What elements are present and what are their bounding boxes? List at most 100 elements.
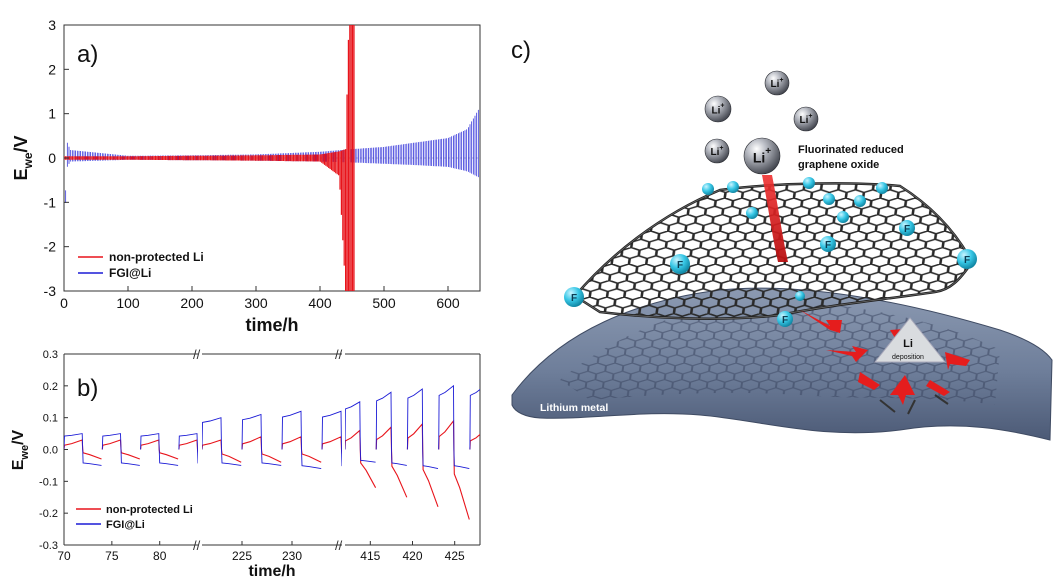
panel-b-break-top-1: //: [193, 347, 201, 362]
lithium-sheet-imprint: [560, 300, 1000, 405]
deposition-dark-arrows: [879, 394, 949, 415]
panel-b-series: [64, 384, 480, 520]
panel-a-ylabel-sub: we: [21, 152, 35, 169]
panel-b-series-fgi-seg1: [64, 433, 198, 466]
panel-a-ylabel-unit: /V: [11, 135, 31, 152]
lithium-ion: [704, 138, 730, 164]
fluorine-atom: [823, 193, 835, 205]
legend-label-fgi: FGI@Li: [109, 266, 151, 280]
deposition-label-line1: Li: [903, 338, 913, 350]
fluorine-atom: [876, 182, 888, 194]
panel-b-ylabel-main: E: [10, 459, 27, 470]
fluorine-atom: [702, 183, 714, 195]
panel-b-yticks: 0.3 0.2 0.1 0.0 -0.1 -0.2 -0.3: [39, 349, 68, 552]
fluorine-atom: [777, 311, 793, 327]
panel-a-xtick-label: 0: [60, 295, 68, 311]
deposition-label-line2: deposition: [892, 354, 924, 361]
fluorine-atom: [727, 181, 739, 193]
deposition-arrow-6: [926, 380, 950, 396]
panel-a-series: [64, 25, 479, 291]
fluorine-atom: [803, 177, 815, 189]
panel-a-xtick-label: 400: [308, 295, 332, 311]
panel-c-label: c): [511, 37, 531, 64]
panel-b-ytick-label: 0.2: [43, 381, 58, 393]
fluorine-atom: [564, 287, 584, 307]
li-deposit-pyramid: [873, 317, 947, 363]
fluorine-atom: [795, 291, 805, 301]
deposition-arrows: Li deposition: [800, 310, 970, 415]
panel-a-xticks: 0 100 200 300 400 500 600: [60, 286, 460, 311]
panel-a-ytick-label: -3: [44, 283, 57, 299]
panel-b-ylabel-unit: /V: [10, 429, 27, 444]
panel-b-break-top-2: //: [335, 347, 343, 362]
panel-b-xtick-label: 75: [105, 549, 119, 563]
graphene-title-line1: Fluorinated reduced: [798, 144, 904, 156]
panel-a-ytick-label: 2: [48, 61, 56, 77]
panel-b-series-nonprotected-seg1: [64, 439, 198, 460]
panel-b-label: b): [77, 375, 98, 402]
fluorine-atom-label: F: [571, 293, 577, 304]
panel-b-xtick-label: 420: [402, 549, 422, 563]
graphene-title-line2: graphene oxide: [798, 159, 879, 171]
panel-a-ytick-label: 0: [48, 150, 56, 166]
panel-b-break-bottom-2: //: [335, 538, 343, 553]
fluorine-atoms: F F F F F F: [564, 177, 977, 327]
panel-a-ylabel: Ewe/V: [11, 135, 35, 180]
panel-a-ylabel-main: E: [11, 169, 31, 181]
lithium-ion-label: Li+: [753, 146, 771, 165]
lithium-ion: [743, 137, 781, 175]
panel-a-ytick-label: 3: [48, 17, 56, 33]
fluorine-atom-label: F: [825, 240, 831, 251]
panel-a-legend: non-protected Li FGI@Li: [78, 250, 204, 280]
fluorine-atom: [837, 211, 849, 223]
panel-b-series-fgi-seg3: [345, 384, 480, 470]
panel-b-ytick-label: 0.0: [43, 445, 58, 457]
deposition-arrow-2: [826, 346, 868, 362]
panel-b-ytick-label: 0.3: [43, 349, 58, 361]
legend-b-label-fgi: FGI@Li: [106, 519, 145, 531]
fluorine-atom: [746, 207, 758, 219]
fluorine-atom: [820, 236, 836, 252]
fluorine-atom: [854, 195, 866, 207]
panel-b-legend: non-protected Li FGI@Li: [76, 504, 193, 531]
lithium-ion-label: Li+: [771, 77, 784, 90]
lithium-ion-label: Li+: [800, 113, 813, 126]
panel-b-ytick-label: -0.3: [39, 540, 58, 552]
panel-b-series-fgi-seg2: [202, 410, 342, 470]
panel-c: c) Lithium metal F F F F F F Li+ Li+ Li+ Li+Li+ …: [511, 37, 1053, 441]
panel-b-ylabel: Ewe/V: [10, 429, 31, 470]
panel-b-series-nonprotected-seg2: [202, 435, 342, 463]
panel-b-xtick-label: 415: [360, 549, 380, 563]
panel-a-ytick-label: -2: [44, 239, 57, 255]
fluorine-atom: [957, 249, 977, 269]
fluorine-atom: [670, 254, 690, 274]
panel-a-xtick-label: 600: [436, 295, 460, 311]
panel-b-xlabel: time/h: [248, 563, 295, 579]
panel-a-ytick-label: -1: [44, 194, 57, 210]
fluorine-atom: [899, 220, 915, 236]
panel-a-xtick-label: 200: [180, 295, 204, 311]
legend-label-nonprotected: non-protected Li: [109, 250, 204, 264]
deposition-arrow-1: [800, 310, 842, 333]
panel-b-xtick-label: 425: [445, 549, 465, 563]
fluorine-atom-label: F: [904, 224, 910, 235]
lithium-ion: [764, 70, 790, 96]
panel-a-series-fgi: [65, 109, 479, 203]
svg-text:Ewe/V: Ewe/V: [11, 135, 35, 180]
panel-b: // // // // 70 75 80 225 230 415 420 425 0.3 0.2…: [10, 347, 481, 579]
panel-a-ytick-label: 1: [48, 106, 56, 122]
deposition-arrow-4: [890, 375, 915, 405]
lithium-ion-label: Li+: [711, 145, 724, 158]
panel-b-ylabel-sub: we: [19, 445, 31, 461]
fluorine-atom-label: F: [782, 315, 788, 326]
fluorine-atom-label: F: [677, 260, 683, 271]
panel-a: 0 100 200 300 400 500 600 3 2 1 0 -1 -2 -3 a) time/h…: [11, 17, 481, 335]
panel-a-label: a): [77, 41, 98, 68]
panel-b-ytick-label: 0.1: [43, 413, 58, 425]
panel-b-xticks: 70 75 80 225 230 415 420 425: [57, 541, 465, 563]
panel-a-xtick-label: 300: [244, 295, 268, 311]
panel-b-ytick-label: -0.1: [39, 476, 58, 488]
deposition-arrow-3: [945, 352, 970, 370]
panel-a-xtick-label: 500: [372, 295, 396, 311]
